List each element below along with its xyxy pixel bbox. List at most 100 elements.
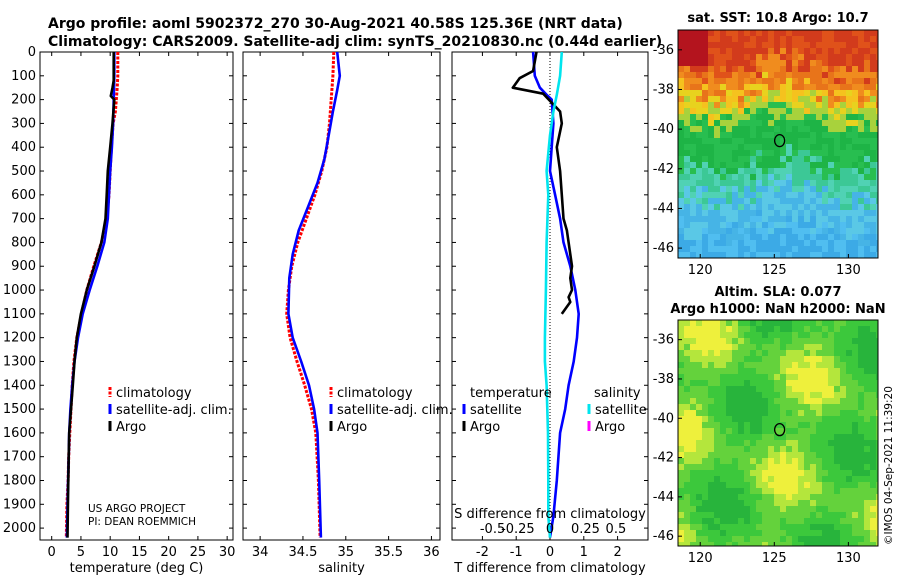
y-tick-label: 1100 — [3, 307, 36, 322]
map-y-tick-label: -46 — [653, 241, 674, 256]
y-tick-label: 1300 — [3, 354, 36, 369]
y-tick-label: 0 — [28, 45, 36, 60]
imos-watermark: ©IMOS 04-Sep-2021 11:39:20 — [883, 386, 895, 545]
sla-map-title-line2: Argo h1000: NaN h2000: NaN — [670, 302, 885, 317]
map-y-tick-label: -38 — [653, 372, 674, 387]
y-tick-label: 200 — [11, 93, 36, 108]
map-frame — [677, 319, 879, 547]
sla-map-title-line1: Altim. SLA: 0.077 — [715, 285, 842, 300]
map-x-tick-label: 120 — [688, 263, 713, 278]
y-tick-label: 800 — [11, 235, 36, 250]
y-tick-label: 100 — [11, 69, 36, 84]
series-line-climatology — [285, 51, 336, 538]
legend-label: satellite-adj. clim. — [116, 403, 232, 418]
sla-field — [678, 320, 878, 546]
figure-title-line2: Climatology: CARS2009. Satellite-adj cli… — [48, 34, 662, 50]
sst-field — [678, 30, 878, 258]
series-line-salinity-satellite — [543, 51, 564, 538]
y-tick-label: 1000 — [3, 283, 36, 298]
legend-label: climatology — [337, 386, 413, 401]
figure-title-line1: Argo profile: aoml 5902372_270 30-Aug-20… — [48, 16, 623, 32]
y-tick-label: 1600 — [3, 426, 36, 441]
plot-frame — [39, 51, 234, 541]
x-tick-label: 35.5 — [374, 545, 403, 560]
x-axis-label: salinity — [318, 561, 365, 576]
s-difference-label: S difference from climatology — [454, 507, 646, 522]
map-frame — [677, 29, 879, 259]
y-tick-label: 1500 — [3, 402, 36, 417]
map-y-tick-label: -36 — [653, 333, 674, 348]
s-tick-label: -0.25 — [501, 522, 535, 537]
s-tick-label: 0.25 — [571, 522, 600, 537]
x-tick-label: 25 — [190, 545, 207, 560]
y-tick-label: 400 — [11, 140, 36, 155]
x-tick-label: 34.5 — [288, 545, 317, 560]
sla-map: 120 125 130 -36 -38 -40 -42 -44 -46 — [653, 319, 879, 566]
map-y-tick-label: -46 — [653, 529, 674, 544]
legend-label: satellite — [595, 403, 647, 418]
x-tick-label: 20 — [160, 545, 177, 560]
sst-map-title: sat. SST: 10.8 Argo: 10.7 — [687, 11, 868, 26]
x-tick-label: 34 — [252, 545, 269, 560]
legend-label: climatology — [116, 386, 192, 401]
y-tick-label: 500 — [11, 164, 36, 179]
x-tick-label: 30 — [219, 545, 236, 560]
y-tick-label: 1200 — [3, 331, 36, 346]
map-y-tick-label: -38 — [653, 82, 674, 97]
map-y-tick-label: -36 — [653, 43, 674, 58]
annotation-text: PI: DEAN ROEMMICH — [88, 516, 196, 528]
x-axis-label: T difference from climatology — [453, 561, 646, 576]
x-tick-label: 1 — [580, 545, 588, 560]
legend-label: Argo — [470, 420, 500, 435]
x-tick-label: -1 — [510, 545, 523, 560]
map-y-tick-label: -40 — [653, 122, 674, 137]
sst-map: 120 125 130 -36 -38 -40 -42 -44 -46 — [653, 29, 879, 278]
map-y-tick-label: -42 — [653, 451, 674, 466]
s-tick-label: 0.5 — [606, 522, 627, 537]
map-y-tick-label: -40 — [653, 411, 674, 426]
x-tick-label: -2 — [476, 545, 489, 560]
x-tick-label: 5 — [77, 545, 85, 560]
map-x-tick-label: 125 — [762, 551, 787, 566]
profile-location-marker — [773, 423, 786, 437]
map-y-tick-label: -44 — [653, 201, 674, 216]
y-tick-label: 1700 — [3, 450, 36, 465]
annotation-text: US ARGO PROJECT — [88, 503, 186, 515]
temperature-panel: 0100200300400500600700800900100011001200… — [3, 45, 236, 576]
y-tick-label: 300 — [11, 116, 36, 131]
x-tick-label: 2 — [613, 545, 621, 560]
x-tick-label: 15 — [131, 545, 148, 560]
legend-label: Argo — [337, 420, 367, 435]
x-tick-label: 10 — [102, 545, 119, 560]
x-tick-label: 0 — [546, 545, 554, 560]
plot-frame — [242, 51, 441, 541]
series-line-satellite-adj-clim- — [287, 51, 342, 538]
series-line-argo — [66, 52, 116, 538]
x-tick-label: 36 — [423, 545, 440, 560]
y-tick-label: 1900 — [3, 497, 36, 512]
map-x-tick-label: 120 — [688, 551, 713, 566]
legend-label: satellite — [470, 403, 522, 418]
legend-label: satellite-adj. clim. — [337, 403, 453, 418]
legend-title-salinity: salinity — [594, 386, 641, 401]
y-tick-label: 1400 — [3, 378, 36, 393]
s-tick-label: 0 — [546, 522, 554, 537]
x-tick-label: 0 — [48, 545, 56, 560]
series-line-temperature-satellite — [531, 51, 581, 538]
x-axis-label: temperature (deg C) — [70, 561, 204, 576]
map-x-tick-label: 130 — [836, 263, 861, 278]
legend-label: Argo — [595, 420, 625, 435]
x-tick-label: 35 — [338, 545, 355, 560]
y-tick-label: 2000 — [3, 521, 36, 536]
map-y-tick-label: -42 — [653, 162, 674, 177]
map-x-tick-label: 130 — [836, 551, 861, 566]
profile-location-marker — [773, 133, 786, 148]
legend-label: Argo — [116, 420, 146, 435]
salinity-panel: 34 34.5 35 35.5 36 salinity climatology satelli… — [242, 51, 453, 576]
s-tick-label: -0.5 — [480, 522, 505, 537]
difference-panel: -2 -1 0 1 2T difference from climatology temp… — [451, 51, 649, 576]
y-tick-label: 600 — [11, 188, 36, 203]
map-y-tick-label: -44 — [653, 490, 674, 505]
y-tick-label: 1800 — [3, 473, 36, 488]
